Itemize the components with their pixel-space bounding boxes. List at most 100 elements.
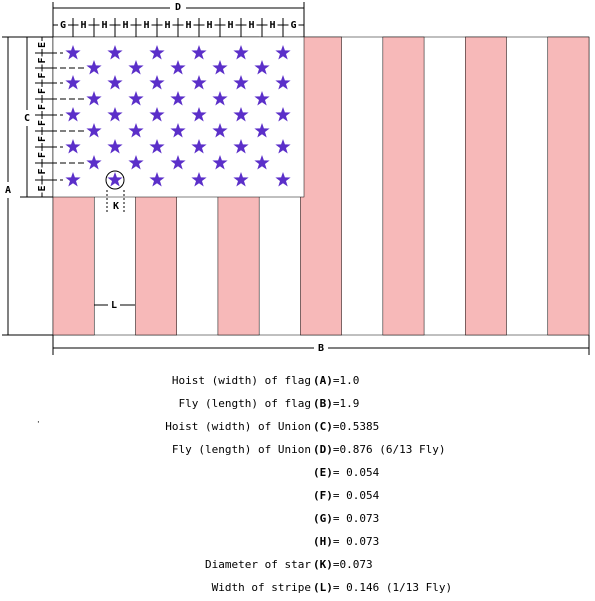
star [86,91,102,106]
segment-label: F [37,104,48,110]
label-bg [37,103,47,111]
star-circle [105,170,125,190]
segment-label: E [37,42,48,48]
spec-label: Diameter of star [205,558,311,571]
star [212,155,228,170]
star [233,75,249,90]
star [212,91,228,106]
segment-label: F [37,168,48,174]
label-bg [78,19,89,31]
star [191,75,207,90]
dot: . [36,416,41,425]
label-bg [183,19,194,31]
stripe [382,36,425,336]
star [254,91,270,106]
spec-code: (L) [313,581,333,594]
label-bg [37,71,47,80]
label-bg [21,110,33,126]
star [86,123,102,138]
spec-value: (E)= 0.054 [313,466,380,479]
label-bg [246,19,257,31]
star [254,155,270,170]
star [170,60,186,75]
segment-label: G [60,20,66,31]
star [170,123,186,138]
dim-label: A [5,185,11,196]
spec-label: Fly (length) of flag [179,397,311,410]
spec-number: =0.876 (6/13 Fly) [333,443,446,456]
label-bg [37,167,47,176]
star [233,172,249,187]
segment-label: H [80,20,86,31]
spec-code: (C) [313,420,333,433]
label-bg [141,19,152,31]
segment-label: G [290,20,296,31]
spec-number: =1.0 [333,374,360,387]
star [170,91,186,106]
star [275,75,291,90]
star [149,75,165,90]
star [191,139,207,154]
segment-label: F [37,120,48,126]
spec-value: (D)=0.876 (6/13 Fly) [313,443,445,456]
spec-code: (K) [313,558,333,571]
label-bg [314,342,328,354]
segment-label: F [37,72,48,78]
star [107,139,123,154]
spec-code: (G) [313,512,333,525]
stripe [547,36,590,336]
segment-label: H [206,20,212,31]
dim-label: B [318,343,324,354]
star [254,60,270,75]
star [254,123,270,138]
spec-code: (E) [313,466,333,479]
spec-value: (C)=0.5385 [313,420,379,433]
spec-number: =1.9 [333,397,360,410]
spec-number: = 0.146 (1/13 Fly) [333,581,452,594]
star [149,172,165,187]
stars [42,45,291,187]
label-bg [37,184,47,193]
label-bg [2,182,14,198]
union [52,36,305,198]
spec-number: = 0.054 [333,489,380,502]
label-bg [58,19,68,31]
segment-label: H [185,20,191,31]
dim-label: C [24,113,30,124]
star [107,75,123,90]
segment-label: H [122,20,128,31]
star [275,45,291,60]
label-bg [162,19,173,31]
label-bg [37,119,47,127]
label-bg [37,41,47,49]
star [128,123,144,138]
star [275,107,291,122]
spec-number: =0.5385 [333,420,379,433]
star [233,139,249,154]
dim-label: K [113,201,119,212]
star [65,107,81,122]
star [191,45,207,60]
star [128,91,144,106]
star [128,155,144,170]
spec-label: Width of stripe [212,581,311,594]
label-bg [99,19,110,31]
label-bg [37,135,47,143]
label-bg [120,19,131,31]
segment-label: H [143,20,149,31]
spec-number: = 0.073 [333,512,379,525]
label-bg [37,151,47,159]
star [86,155,102,170]
spec-label: Fly (length) of Union [172,443,311,456]
star [212,123,228,138]
star [191,172,207,187]
segment-label: H [164,20,170,31]
star [86,60,102,75]
star [65,172,81,187]
star [149,139,165,154]
stripe [465,36,507,336]
star [233,107,249,122]
dim-label: L [111,300,117,311]
